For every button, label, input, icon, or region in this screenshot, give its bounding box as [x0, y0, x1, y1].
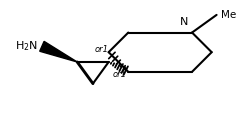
- Text: or1: or1: [95, 45, 109, 54]
- Text: N: N: [180, 17, 188, 27]
- Text: or1: or1: [113, 70, 126, 79]
- Text: H$_2$N: H$_2$N: [15, 39, 38, 53]
- Text: Me: Me: [222, 10, 237, 20]
- Polygon shape: [40, 41, 77, 62]
